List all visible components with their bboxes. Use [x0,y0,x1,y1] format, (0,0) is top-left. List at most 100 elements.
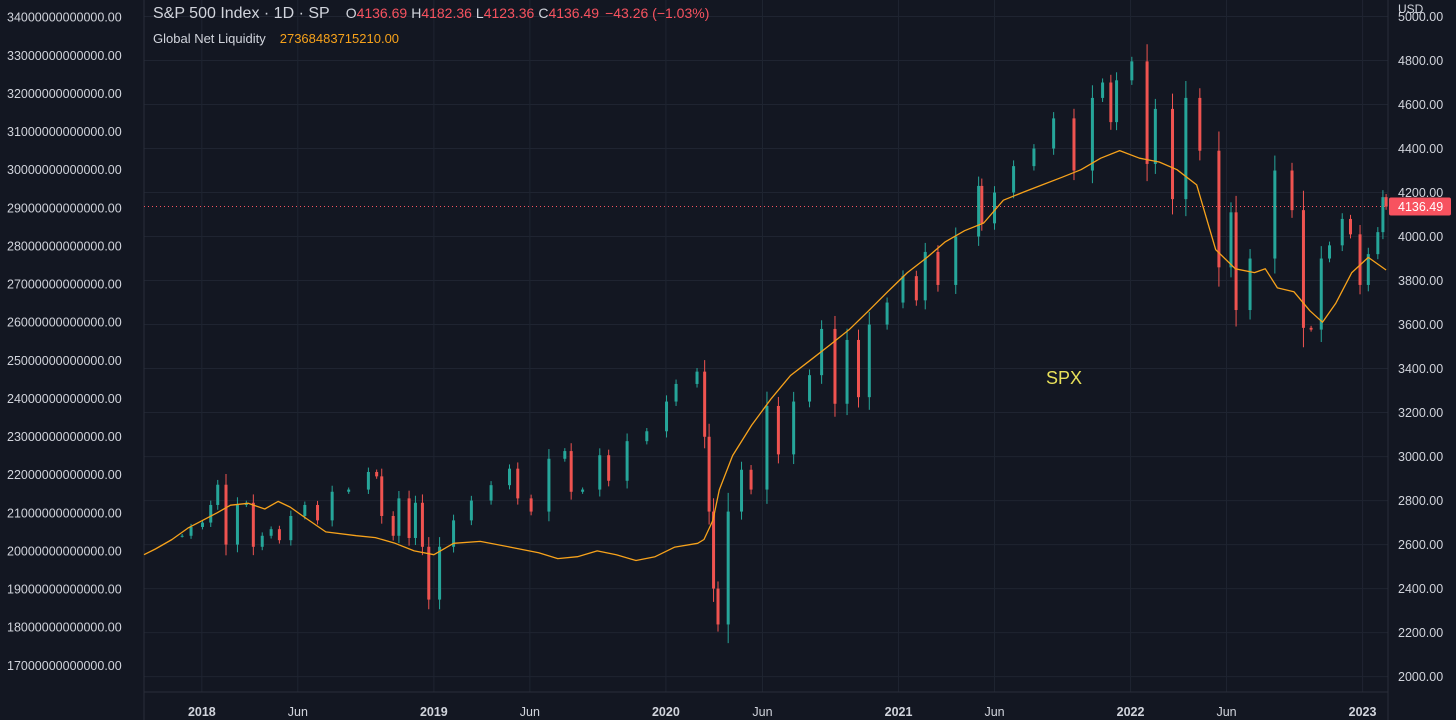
spx-candle-body [516,468,520,499]
currency-unit-label: USD [1398,2,1424,16]
spx-candle-body [914,276,918,301]
spx-candle [269,526,273,539]
spx-candle [1217,131,1221,287]
spx-candle-body [563,451,567,459]
spx-candle [625,433,629,489]
price-tag [1389,197,1451,216]
spx-candle-body [845,339,849,404]
spx-candle-body [923,251,927,301]
spx-candle-body [1273,170,1277,259]
close-value: 4136.49 [548,5,600,21]
right-axis: 5000.00 4800.00 4600.00 4400.00 4200.00 4000.… [1398,10,1443,684]
spx-candle-body [954,236,958,285]
spx-candle [1384,193,1388,210]
x-axis-tick-label: Jun [1216,705,1236,719]
spx-candle-body [407,498,411,538]
spx-candle [1301,190,1305,348]
spx-candle [776,396,780,464]
liquidity-name[interactable]: Global Net Liquidity [153,31,266,46]
legend-liquidity-row[interactable]: Global Net Liquidity 27368483715210.00 [153,30,709,48]
spx-candle [469,495,473,526]
x-axis-tick-label: Jun [520,705,540,719]
spx-candle [1184,80,1188,217]
spx-candle [1234,195,1238,327]
spx-candle-body [251,502,255,547]
spx-candle-body [180,535,184,537]
spx-candle [1101,78,1105,102]
spx-candle [1145,44,1149,182]
spx-candle [707,423,711,525]
spx-candle [867,311,871,410]
spx-candle-body [833,328,837,404]
right-axis-tick-label: 3600.00 [1398,318,1443,332]
spx-candle-body [427,546,431,600]
spx-candle [375,469,379,479]
left-axis-tick-label: 24000000000000.00 [7,392,122,406]
spx-candle [289,510,293,546]
right-axis-tick-label: 4600.00 [1398,98,1443,112]
spx-candle [1309,325,1313,332]
spx-candle-body [1101,82,1105,98]
spx-candle [856,329,860,408]
spx-candle [1273,155,1277,274]
spx-candle-body [980,185,984,224]
left-axis-tick-label: 25000000000000.00 [7,354,122,368]
right-axis-tick-label: 3200.00 [1398,406,1443,420]
symbol-title[interactable]: S&P 500 Index · 1D · SP [153,5,330,22]
spx-candle [1130,56,1134,85]
spx-candle [563,448,567,462]
spx-candle [993,186,997,230]
spx-candle-body [607,455,611,481]
chart-legend: S&P 500 Index · 1D · SP O 4136.69 H 4182… [153,4,709,48]
left-axis-tick-label: 19000000000000.00 [7,583,122,597]
spx-candle-body [1012,166,1016,193]
spx-candle-body [1217,150,1221,268]
last-price-marker: 4136.49 [144,197,1451,216]
spx-candle [200,520,204,530]
spx-candle-body [420,502,424,547]
left-axis: 34000000000000.00 33000000000000.00 320000… [7,11,122,673]
spx-candle-body [1171,108,1175,200]
spx-candle-body [391,515,395,536]
spx-candle [224,473,228,556]
spx-candle-body [1301,210,1305,328]
spx-candle [726,492,730,644]
spx-candle [980,178,984,231]
spx-candle-body [224,484,228,545]
spx-candle-body [808,375,812,402]
spx-candle-body [1198,97,1202,151]
spx-candle-body [598,455,602,490]
x-axis-tick-label: Jun [984,705,1004,719]
spx-candle-body [547,458,551,512]
spx-candles [180,44,1388,644]
spx-candle-body [347,489,351,492]
spx-candle [808,369,812,408]
spx-candle [438,537,442,610]
liquidity-value: 27368483715210.00 [279,31,400,46]
spx-candle [716,581,720,632]
liquidity-series [143,149,1387,562]
spx-candle [427,537,431,610]
spx-candle [1052,112,1056,155]
spx-candle-body [1090,97,1094,171]
spx-candle-body [200,522,204,527]
spx-candle-body [1319,258,1323,330]
close-key: C [538,5,549,21]
x-axis-tick-label: 2021 [885,705,913,719]
spx-candle-body [1109,82,1113,123]
open-value: 4136.69 [356,5,408,21]
spx-candle [1319,246,1323,343]
spx-candle [397,491,401,544]
annotation-spx: SPX [1046,368,1082,388]
spx-candle [1376,227,1380,260]
spx-candle [740,461,744,520]
left-axis-tick-label: 22000000000000.00 [7,468,122,482]
spx-candle-body [977,185,981,237]
legend-symbol-row[interactable]: S&P 500 Index · 1D · SP O 4136.69 H 4182… [153,4,709,23]
spx-candle-body [856,339,860,398]
spx-candle-body [269,529,273,536]
spx-candle [792,391,796,465]
spx-candle [516,462,520,505]
